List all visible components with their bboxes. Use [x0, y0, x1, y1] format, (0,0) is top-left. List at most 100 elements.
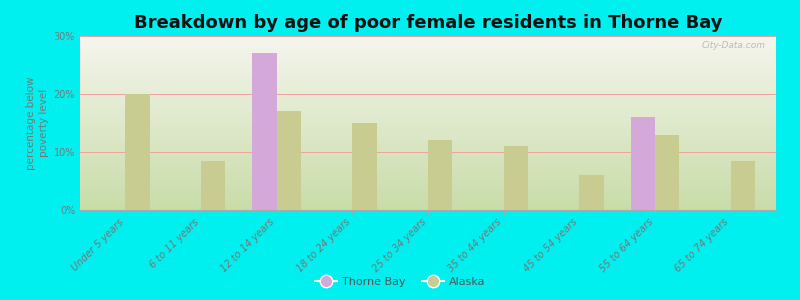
Bar	[80, 37, 776, 38]
Bar	[80, 154, 776, 155]
Bar	[80, 148, 776, 149]
Bar	[80, 165, 776, 166]
Bar	[80, 85, 776, 86]
Bar	[80, 40, 776, 41]
Bar	[80, 79, 776, 80]
Bar	[80, 199, 776, 200]
Bar	[80, 38, 776, 39]
Bar	[80, 104, 776, 105]
Bar	[80, 66, 776, 67]
Bar	[80, 130, 776, 131]
Bar	[80, 175, 776, 176]
Bar	[80, 145, 776, 146]
Bar	[80, 63, 776, 64]
Bar	[80, 187, 776, 188]
Bar	[80, 182, 776, 183]
Bar	[80, 150, 776, 151]
Bar	[80, 76, 776, 77]
Bar	[80, 93, 776, 94]
Text: City-Data.com: City-Data.com	[702, 41, 766, 50]
Bar	[80, 109, 776, 110]
Bar	[80, 196, 776, 197]
Bar	[80, 125, 776, 126]
Bar	[253, 53, 277, 210]
Bar	[80, 39, 776, 40]
Bar	[80, 45, 776, 46]
Bar	[80, 110, 776, 111]
Bar	[80, 149, 776, 150]
Bar	[80, 160, 776, 161]
Bar	[80, 195, 776, 196]
Y-axis label: percentage below
poverty level: percentage below poverty level	[26, 76, 50, 170]
Bar	[80, 117, 776, 118]
Bar	[80, 168, 776, 169]
Bar	[80, 198, 776, 199]
Bar	[80, 73, 776, 74]
Bar	[80, 174, 776, 175]
Bar	[80, 152, 776, 153]
Bar	[80, 166, 776, 167]
Bar	[80, 186, 776, 187]
Bar	[80, 47, 776, 48]
Bar	[80, 139, 776, 140]
Bar	[80, 114, 776, 115]
Bar	[80, 169, 776, 170]
Bar	[80, 52, 776, 53]
Bar	[80, 68, 776, 69]
Title: Breakdown by age of poor female residents in Thorne Bay: Breakdown by age of poor female resident…	[134, 14, 722, 32]
Bar	[80, 107, 776, 108]
Bar	[80, 102, 776, 103]
Bar	[80, 167, 776, 168]
Bar	[80, 91, 776, 92]
Bar	[80, 121, 776, 122]
Bar	[80, 64, 776, 65]
Bar	[80, 172, 776, 173]
Bar	[80, 50, 776, 51]
Bar	[80, 94, 776, 95]
Bar	[80, 103, 776, 104]
Bar	[80, 80, 776, 81]
Bar	[80, 92, 776, 93]
Bar	[80, 43, 776, 44]
Bar	[80, 137, 776, 138]
Bar	[80, 147, 776, 148]
Bar	[80, 209, 776, 210]
Bar	[80, 202, 776, 203]
Bar	[80, 86, 776, 87]
Bar	[80, 118, 776, 119]
Bar	[80, 208, 776, 209]
Bar	[80, 44, 776, 45]
Bar	[80, 194, 776, 195]
Bar	[80, 162, 776, 163]
Bar	[80, 78, 776, 79]
Bar	[80, 56, 776, 57]
Bar	[80, 207, 776, 208]
Bar	[80, 87, 776, 88]
Bar	[80, 127, 776, 128]
Bar	[80, 65, 776, 66]
Bar	[80, 36, 776, 37]
Bar	[80, 179, 776, 180]
Bar	[80, 106, 776, 107]
Bar	[80, 135, 776, 136]
Bar	[80, 116, 776, 117]
Bar	[80, 173, 776, 174]
Bar	[80, 153, 776, 154]
Bar	[277, 111, 301, 210]
Bar	[80, 191, 776, 192]
Bar	[201, 161, 226, 210]
Bar	[80, 161, 776, 162]
Bar	[80, 192, 776, 193]
Bar	[80, 69, 776, 70]
Legend: Thorne Bay, Alaska: Thorne Bay, Alaska	[310, 273, 490, 291]
Bar	[80, 48, 776, 49]
Bar	[80, 138, 776, 139]
Bar	[80, 58, 776, 59]
Bar	[80, 67, 776, 68]
Bar	[80, 89, 776, 90]
Bar	[80, 115, 776, 116]
Bar	[80, 203, 776, 204]
Bar	[80, 141, 776, 142]
Bar	[80, 124, 776, 125]
Bar	[80, 204, 776, 205]
